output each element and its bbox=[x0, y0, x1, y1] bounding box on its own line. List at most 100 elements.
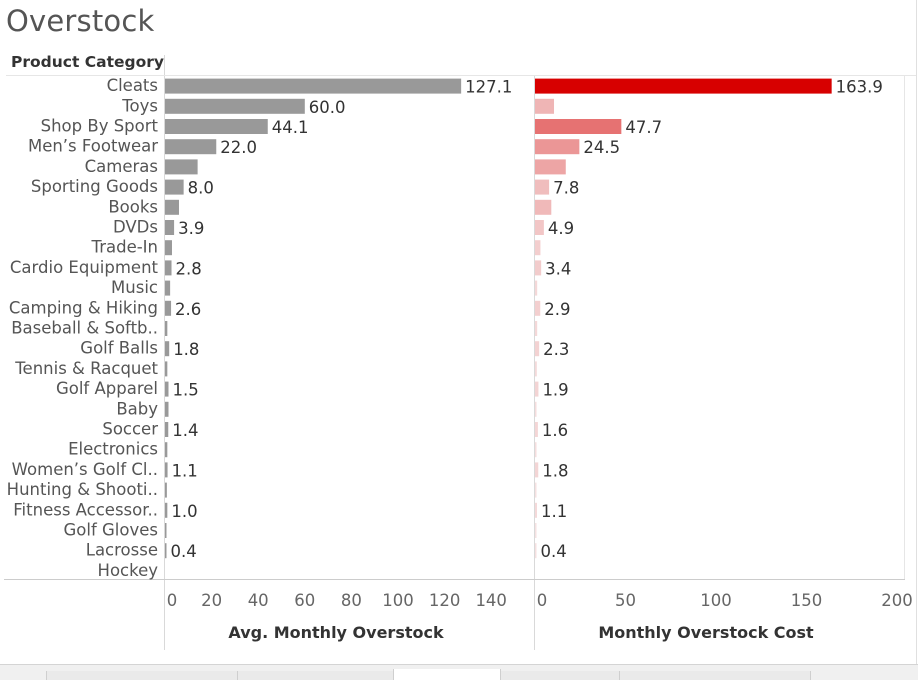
bar[interactable] bbox=[165, 401, 169, 417]
data-label: 1.9 bbox=[542, 381, 568, 400]
bar[interactable] bbox=[535, 543, 537, 559]
data-label: 1.1 bbox=[541, 502, 567, 521]
category-label: Lacrosse bbox=[86, 541, 158, 560]
bar[interactable] bbox=[535, 321, 538, 336]
bar[interactable] bbox=[165, 139, 217, 155]
bar[interactable] bbox=[165, 240, 172, 256]
data-label: 1.4 bbox=[172, 421, 198, 440]
tick-label: 150 bbox=[791, 591, 823, 610]
category-label: Baseball & Softb.. bbox=[11, 319, 158, 338]
bar[interactable] bbox=[165, 260, 172, 276]
bar[interactable] bbox=[535, 260, 542, 276]
bar[interactable] bbox=[165, 321, 168, 336]
bar[interactable] bbox=[535, 401, 537, 417]
bar[interactable] bbox=[535, 462, 539, 478]
data-label: 163.9 bbox=[836, 78, 883, 97]
category-label: Fitness Accessor.. bbox=[13, 500, 158, 519]
data-label: 1.0 bbox=[171, 502, 197, 521]
category-label: Shop By Sport bbox=[41, 117, 159, 136]
tick-label: 40 bbox=[248, 591, 269, 610]
bar[interactable] bbox=[535, 482, 537, 498]
data-label: 1.8 bbox=[173, 340, 199, 359]
bar[interactable] bbox=[535, 179, 550, 195]
bar[interactable] bbox=[165, 502, 168, 518]
tick-label: 60 bbox=[294, 591, 315, 610]
bar[interactable] bbox=[165, 361, 168, 377]
bar[interactable] bbox=[535, 139, 580, 155]
sheet-tab[interactable] bbox=[619, 671, 811, 680]
data-label: 44.1 bbox=[272, 118, 309, 137]
bar[interactable] bbox=[165, 179, 184, 195]
bar[interactable] bbox=[535, 78, 832, 94]
bar[interactable] bbox=[535, 280, 538, 296]
bar[interactable] bbox=[535, 442, 537, 458]
bar[interactable] bbox=[165, 422, 169, 437]
data-label: 4.9 bbox=[548, 219, 574, 238]
category-label: Hockey bbox=[98, 561, 159, 580]
bar[interactable] bbox=[165, 543, 167, 559]
bar[interactable] bbox=[165, 119, 268, 134]
bar[interactable] bbox=[165, 300, 172, 316]
category-label: Camping & Hiking bbox=[9, 298, 158, 317]
bar[interactable] bbox=[165, 220, 175, 235]
bar[interactable] bbox=[165, 341, 170, 357]
bar[interactable] bbox=[165, 280, 171, 296]
tick-label: 80 bbox=[341, 591, 362, 610]
bar[interactable] bbox=[535, 220, 544, 235]
bar[interactable] bbox=[165, 78, 462, 94]
category-label: Toys bbox=[121, 96, 158, 115]
category-label: Golf Balls bbox=[80, 339, 158, 358]
panel-avg-monthly-overstock: 127.1 60.044.1 22.0 8.0 3.9 2.8 2.6 1.8 1.5 1.4 1.… bbox=[165, 78, 512, 642]
category-label: Cameras bbox=[85, 157, 158, 176]
bar[interactable] bbox=[165, 159, 198, 175]
category-label: Baby bbox=[116, 399, 158, 418]
category-label: Electronics bbox=[68, 440, 158, 459]
category-label: Books bbox=[108, 197, 158, 216]
axis-title: Monthly Overstock Cost bbox=[598, 623, 814, 642]
bar[interactable] bbox=[535, 300, 541, 316]
bar[interactable] bbox=[165, 98, 305, 114]
category-label: Music bbox=[111, 278, 158, 297]
bar[interactable] bbox=[535, 381, 539, 397]
bar[interactable] bbox=[165, 199, 179, 215]
data-label: 8.0 bbox=[188, 179, 214, 198]
data-label: 0.4 bbox=[541, 542, 567, 561]
bar[interactable] bbox=[535, 159, 566, 175]
bar[interactable] bbox=[165, 442, 168, 458]
bar[interactable] bbox=[535, 240, 541, 256]
category-label: Trade-In bbox=[91, 238, 158, 257]
data-label: 3.9 bbox=[178, 219, 204, 238]
category-label: Soccer bbox=[102, 420, 158, 439]
bar[interactable] bbox=[535, 422, 538, 437]
bar[interactable] bbox=[165, 462, 168, 478]
bar[interactable] bbox=[535, 361, 537, 377]
data-label: 7.8 bbox=[553, 179, 579, 198]
bar[interactable] bbox=[535, 341, 540, 357]
data-label: 47.7 bbox=[625, 118, 662, 137]
chart-frame bbox=[4, 0, 917, 664]
bar[interactable] bbox=[535, 98, 555, 114]
tick-label: 140 bbox=[475, 591, 507, 610]
bar[interactable] bbox=[535, 523, 537, 538]
bar[interactable] bbox=[165, 381, 169, 397]
category-label: Women’s Golf Cl.. bbox=[12, 460, 158, 479]
category-label: Hunting & Shooti.. bbox=[7, 480, 158, 499]
bar[interactable] bbox=[165, 482, 167, 498]
data-label: 60.0 bbox=[309, 98, 346, 117]
data-label: 127.1 bbox=[465, 78, 512, 97]
data-label: 24.5 bbox=[583, 138, 620, 157]
sheet-tab-active[interactable] bbox=[393, 669, 501, 680]
bar[interactable] bbox=[535, 119, 622, 134]
axis-title: Avg. Monthly Overstock bbox=[228, 623, 444, 642]
data-label: 2.3 bbox=[543, 340, 569, 359]
tick-label: 50 bbox=[615, 591, 636, 610]
bar[interactable] bbox=[535, 199, 552, 215]
bar[interactable] bbox=[165, 523, 167, 538]
panel-monthly-overstock-cost: 163.9 47.7 24.5 7.8 4.9 3.4 2.9 2.3 1.9 1.6 1.8 1.1… bbox=[535, 78, 913, 642]
tick-label: 20 bbox=[201, 591, 222, 610]
bar[interactable] bbox=[535, 502, 537, 518]
tick-label: 0 bbox=[537, 591, 548, 610]
category-label: Sporting Goods bbox=[31, 177, 158, 196]
